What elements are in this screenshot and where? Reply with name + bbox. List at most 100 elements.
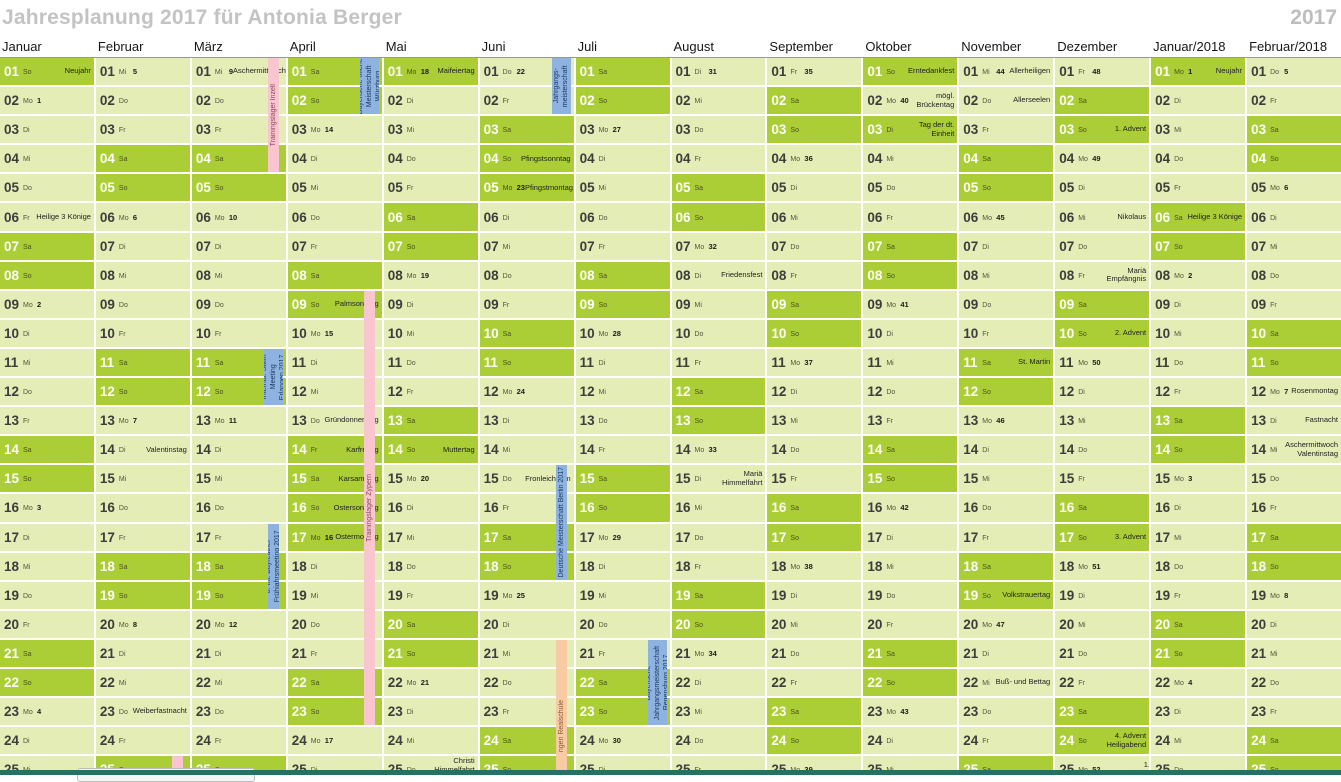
day-cell-juni-04: 04 So Pfingstsonntag <box>479 145 574 173</box>
day-number: 19 <box>1251 587 1267 603</box>
day-number: 12 <box>483 384 499 400</box>
day-cell-november-18: 18 Sa <box>959 552 1054 580</box>
day-cell-juli-08: 08 Sa <box>575 261 670 289</box>
day-cell-m-rz-01: 01 Mi 9 Aschermittwoch <box>191 58 286 86</box>
weekday-abbr: Mo <box>118 418 129 426</box>
weekday-abbr: So <box>1270 156 1279 164</box>
weekday-abbr: Di <box>406 98 414 106</box>
weekday-abbr: So <box>1078 534 1087 542</box>
day-number: 19 <box>963 587 979 603</box>
day-cell-januar-17: 17 Di <box>0 523 94 551</box>
weekday-abbr: Mi <box>214 476 223 484</box>
weekday-abbr: Fr <box>982 534 989 542</box>
day-cell-april-13: 13 Do Gründonnerstag <box>287 407 382 435</box>
day-cell-februar-18: 18 Sa <box>95 552 190 580</box>
weekday-abbr: Sa <box>790 98 799 106</box>
day-cell-september-08: 08 Fr <box>767 261 862 289</box>
weekday-abbr: Mo <box>502 185 513 193</box>
weekday-abbr: So <box>502 359 512 367</box>
day-number: 02 <box>483 93 499 109</box>
day-cell-dezember-14: 14 Do <box>1055 436 1150 464</box>
weekday-abbr: Mo <box>598 330 609 338</box>
weekday-abbr: Do <box>1270 680 1280 688</box>
weekday-abbr: Di <box>23 534 30 542</box>
day-number: 01 <box>387 64 403 80</box>
day-number: 18 <box>291 558 307 574</box>
day-number: 22 <box>483 675 499 691</box>
weekday-abbr: Di <box>886 330 893 338</box>
weekday-abbr: Mo <box>598 738 609 746</box>
page-title: Jahresplanung 2017 für Antonia Berger <box>2 6 402 29</box>
day-cell-august-11: 11 Fr <box>671 348 766 377</box>
day-number: 15 <box>387 471 403 487</box>
weekday-abbr: Mi <box>1174 330 1182 338</box>
day-number: 05 <box>1155 180 1171 196</box>
day-number: 21 <box>867 645 883 661</box>
day-number: 19 <box>99 587 115 603</box>
day-number: 12 <box>1155 384 1171 400</box>
weekday-abbr: Fr <box>1270 505 1277 513</box>
weekday-abbr: Mi <box>310 389 319 397</box>
day-cell-februar-16: 16 Do <box>95 494 190 522</box>
day-number: 12 <box>963 384 979 400</box>
weekday-abbr: Mi <box>118 680 127 688</box>
weekday-abbr: Fr <box>118 330 126 338</box>
day-cell-oktober-17: 17 Di <box>863 523 958 551</box>
day-cell-juli-23: 23 So <box>575 698 670 726</box>
day-cell-juli-21: 21 Fr <box>575 639 670 667</box>
weekday-abbr: Sa <box>214 563 224 571</box>
day-number: 07 <box>771 238 787 254</box>
week-number: 11 <box>228 416 237 426</box>
day-number: 19 <box>387 587 403 603</box>
day-cell-april-14: 14 Fr Karfreitag <box>287 436 382 464</box>
day-number: 15 <box>1155 471 1171 487</box>
day-cell-februar-2018-20: 20 Di <box>1247 610 1341 638</box>
day-number: 19 <box>771 587 787 603</box>
day-number: 08 <box>675 267 691 283</box>
weekday-abbr: Sa <box>502 534 512 542</box>
weekday-abbr: Di <box>598 563 606 571</box>
day-number: 02 <box>867 93 883 109</box>
weekday-abbr: Fr <box>694 156 702 164</box>
day-cell-februar-2018-08: 08 Do <box>1247 261 1341 289</box>
day-cell-oktober-08: 08 So <box>863 261 958 289</box>
week-number: 30 <box>612 736 621 746</box>
day-number: 20 <box>99 616 115 632</box>
day-number: 09 <box>579 296 595 312</box>
weekday-abbr: Fr <box>598 650 606 658</box>
day-number: 04 <box>387 151 403 167</box>
week-number: 42 <box>900 503 909 513</box>
day-number: 02 <box>1059 93 1075 109</box>
weekday-abbr: Do <box>790 650 800 658</box>
weekday-abbr: Sa <box>1078 98 1087 106</box>
weekday-abbr: Do <box>23 185 32 193</box>
day-number: 16 <box>291 500 307 516</box>
day-number: 18 <box>1251 558 1267 574</box>
day-number: 13 <box>579 413 595 429</box>
week-number: 7 <box>1284 387 1289 397</box>
day-cell-september-01: 01 Fr 35 <box>767 58 862 86</box>
day-cell-januar-21: 21 Sa <box>0 639 94 667</box>
day-cell-april-15: 15 Sa Karsamstag <box>287 465 382 493</box>
day-cell-juni-15: 15 Do Fronleichnam <box>479 465 574 493</box>
weekday-abbr: Mo <box>118 621 129 629</box>
day-number: 04 <box>771 151 787 167</box>
week-number: 28 <box>612 328 621 338</box>
day-number: 12 <box>99 384 115 400</box>
day-number: 06 <box>195 209 211 225</box>
weekday-abbr: Mo <box>23 98 33 106</box>
weekday-abbr: Di <box>598 359 606 367</box>
day-number: 16 <box>387 500 403 516</box>
day-number: 01 <box>483 64 499 80</box>
weekday-abbr: Do <box>694 127 704 135</box>
weekday-abbr: So <box>1270 563 1279 571</box>
day-cell-januar-09: 09 Mo 2 <box>0 290 94 318</box>
day-number: 02 <box>963 93 979 109</box>
day-number: 24 <box>387 733 403 749</box>
day-number: 05 <box>963 180 979 196</box>
day-number: 24 <box>579 733 595 749</box>
day-number: 08 <box>1251 267 1267 283</box>
day-number: 02 <box>675 93 691 109</box>
day-number: 03 <box>579 122 595 138</box>
day-cell-februar-06: 06 Mo 6 <box>95 203 190 231</box>
